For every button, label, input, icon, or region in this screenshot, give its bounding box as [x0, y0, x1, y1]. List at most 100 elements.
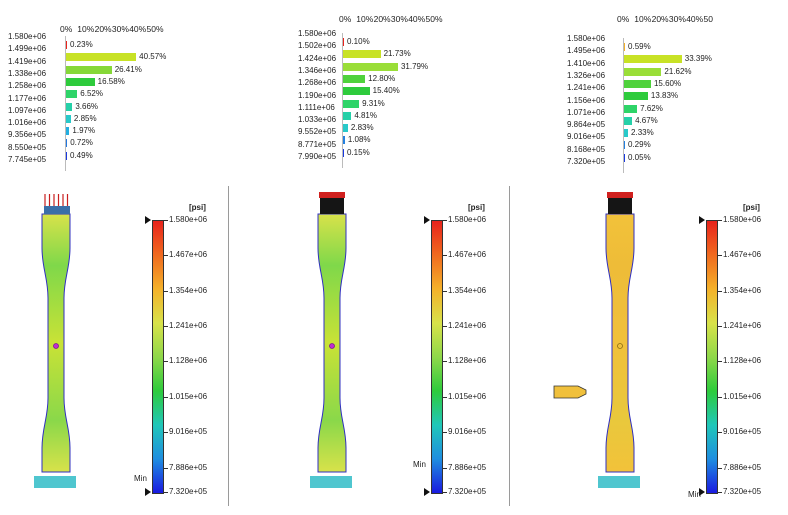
color-legend-label: 1.128e+06 — [448, 356, 487, 366]
histogram-bar — [66, 77, 95, 86]
histogram-bin-label: 9.864e+05 — [567, 120, 606, 130]
histogram-bar — [66, 102, 73, 111]
color-legend-tick — [164, 432, 168, 434]
histogram-bin-label: 1.016e+06 — [8, 118, 47, 128]
percent-tick-label: 50% — [146, 24, 164, 34]
histogram-bar — [624, 104, 638, 113]
fixture-block — [320, 198, 344, 214]
histogram-bar-value-label: 0.49% — [70, 150, 93, 160]
min-marker-arrow — [699, 488, 705, 496]
percent-tick-label: 10% — [356, 14, 374, 24]
color-legend-label: 7.886e+05 — [169, 462, 208, 472]
percent-tick-label: 50 — [703, 14, 713, 24]
histogram-bar-value-label: 0.59% — [628, 42, 651, 51]
percent-tick-label: 10% — [634, 14, 652, 24]
min-marker-arrow — [145, 488, 151, 496]
color-legend-label: 1.354e+06 — [169, 285, 208, 295]
gate-location-marker — [329, 343, 335, 349]
histogram-bin-label: 1.268e+06 — [298, 78, 337, 88]
color-legend-label: 7.886e+05 — [448, 462, 487, 472]
histogram-bar — [66, 139, 68, 148]
fixture-block — [608, 198, 632, 214]
specimen-base — [310, 476, 352, 488]
histogram-bar-value-label: 40.57% — [139, 52, 167, 62]
histogram-bin-label: 1.190e+06 — [298, 90, 337, 100]
histogram-bar — [624, 79, 651, 88]
color-legend-tick — [164, 492, 168, 493]
histogram-bar-value-label: 21.62% — [664, 66, 692, 76]
percent-tick-label: 20% — [651, 14, 669, 24]
color-legend-tick — [443, 220, 447, 221]
color-legend-bar — [152, 220, 164, 494]
histogram-bin-label: 1.502e+06 — [298, 41, 337, 51]
histogram-bin-label: 1.111e+06 — [298, 102, 335, 112]
color-legend-bar — [706, 220, 718, 494]
histogram-bin-label: 1.580e+06 — [298, 29, 337, 38]
color-legend-tick — [443, 255, 447, 257]
color-legend-label: 1.241e+06 — [723, 321, 762, 331]
percent-tick-label: 40% — [129, 24, 147, 34]
fixture-cap — [319, 192, 345, 198]
color-legend-tick — [718, 396, 722, 398]
histogram-bar — [343, 111, 352, 120]
color-legend-tick — [718, 290, 722, 292]
histogram-bar — [66, 41, 67, 49]
color-legend-unit: [psi] — [468, 203, 485, 212]
histogram-bar-value-label: 12.80% — [368, 73, 396, 83]
percent-tick-label: 20% — [373, 14, 391, 24]
histogram-bin-label: 1.495e+06 — [567, 46, 606, 56]
histogram-bar — [343, 87, 370, 96]
histogram-bin-label: 7.745e+05 — [8, 155, 47, 164]
color-legend-label: 1.467e+06 — [448, 250, 487, 260]
histogram-bin-label: 1.326e+06 — [567, 70, 606, 80]
color-legend-tick — [164, 220, 168, 221]
histogram-bar-value-label: 0.05% — [628, 152, 651, 162]
histogram-bar — [624, 43, 626, 51]
percent-tick-label: 20% — [94, 24, 112, 34]
histogram-bar — [66, 127, 70, 136]
histogram-bar-value-label: 31.79% — [400, 61, 429, 71]
histogram-bin-label: 1.071e+06 — [567, 107, 606, 117]
color-legend-label: 7.320e+05 — [169, 487, 208, 496]
histogram-bar-value-label: 9.31% — [362, 98, 385, 108]
color-legend-tick — [718, 467, 722, 469]
color-legend-label: 9.016e+05 — [723, 427, 762, 437]
color-legend-label: 1.241e+06 — [169, 321, 208, 331]
gate-location-marker — [53, 343, 59, 349]
percent-tick-label: 30% — [390, 14, 408, 24]
color-legend-tick — [443, 361, 447, 363]
percent-tick-label: 30% — [111, 24, 129, 34]
color-legend-label: 1.241e+06 — [448, 321, 487, 331]
histogram-bin-label: 9.356e+05 — [8, 130, 47, 140]
histogram-bar-value-label: 6.52% — [80, 89, 103, 99]
histogram-bar — [343, 136, 345, 145]
histogram-bar — [343, 62, 398, 71]
color-legend-unit: [psi] — [189, 203, 206, 212]
histogram-bin-label: 1.580e+06 — [8, 32, 47, 41]
histogram-bar — [343, 148, 344, 157]
histogram-bin-label: 9.552e+05 — [298, 127, 337, 137]
color-legend-tick — [718, 492, 722, 493]
histogram-bar — [624, 92, 648, 101]
histogram-bar-value-label: 0.72% — [70, 138, 93, 148]
histogram-bar-value-label: 26.41% — [114, 64, 142, 74]
histogram-bar-value-label: 7.62% — [640, 103, 663, 113]
histogram-bar-value-label: 0.29% — [628, 140, 651, 150]
color-legend-label: 1.128e+06 — [723, 356, 762, 366]
color-legend-tick — [718, 361, 722, 363]
specimen-body — [605, 213, 635, 473]
color-legend-tick — [443, 492, 447, 493]
specimen-base — [598, 476, 640, 488]
injection-plate — [44, 206, 70, 214]
min-label: Min — [413, 460, 426, 469]
gate-runner — [553, 385, 587, 399]
color-legend-label: 7.320e+05 — [448, 487, 487, 496]
histogram-bar-value-label: 0.10% — [347, 37, 370, 46]
color-legend-label: 1.015e+06 — [169, 391, 208, 401]
max-marker-arrow — [699, 216, 705, 224]
histogram-bar — [66, 53, 137, 62]
histogram-bin-label: 1.241e+06 — [567, 83, 606, 93]
color-legend-tick — [164, 467, 168, 469]
histogram-bin-label: 1.338e+06 — [8, 68, 47, 78]
histogram-bin-label: 1.156e+06 — [567, 95, 606, 105]
